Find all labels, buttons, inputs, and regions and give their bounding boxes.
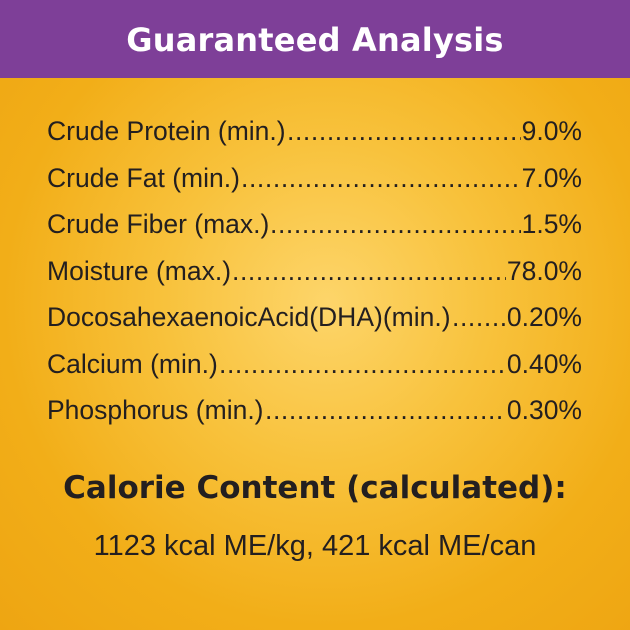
row-value: 7.0%	[521, 162, 582, 193]
row-value: 78.0%	[506, 255, 582, 286]
analysis-row: Crude Fat (min.) .......................…	[47, 155, 582, 202]
row-label: DocosahexaenoicAcid(DHA)(min.)	[47, 302, 451, 332]
calorie-content-heading: Calorie Content (calculated):	[63, 470, 567, 506]
dot-leader: ........................................…	[452, 302, 506, 332]
header-bar: Guaranteed Analysis	[0, 0, 630, 78]
dot-leader: ........................................…	[241, 162, 521, 193]
analysis-row: DocosahexaenoicAcid(DHA)(min.) .........…	[47, 294, 582, 341]
analysis-row: Moisture (max.) ........................…	[47, 248, 582, 295]
analysis-row: Crude Protein (min.) ...................…	[47, 108, 582, 155]
guaranteed-analysis-list: Crude Protein (min.) ...................…	[47, 108, 582, 434]
analysis-row: Phosphorus (min.) ......................…	[47, 387, 582, 434]
panel-title: Guaranteed Analysis	[126, 21, 504, 59]
row-label: Crude Fiber (max.)	[47, 209, 270, 239]
row-value: 9.0%	[521, 116, 582, 146]
analysis-row: Crude Fiber (max.) .....................…	[47, 201, 582, 248]
row-value: 1.5%	[521, 209, 582, 239]
dot-leader: ........................................…	[270, 209, 521, 239]
dot-leader: ........................................…	[232, 255, 506, 286]
dot-leader: ........................................…	[265, 395, 506, 425]
row-value: 0.20%	[506, 302, 582, 332]
dot-leader: ........................................…	[287, 116, 521, 146]
row-label: Crude Fat (min.)	[47, 162, 240, 193]
row-label: Moisture (max.)	[47, 255, 232, 286]
dot-leader: ........................................…	[219, 348, 506, 379]
row-value: 0.30%	[506, 395, 582, 425]
row-label: Phosphorus (min.)	[47, 395, 264, 425]
row-value: 0.40%	[506, 348, 582, 379]
row-label: Calcium (min.)	[47, 348, 218, 379]
calorie-content-value: 1123 kcal ME/kg, 421 kcal ME/can	[93, 530, 537, 562]
row-label: Crude Protein (min.)	[47, 116, 286, 146]
analysis-row: Calcium (min.) .........................…	[47, 341, 582, 388]
